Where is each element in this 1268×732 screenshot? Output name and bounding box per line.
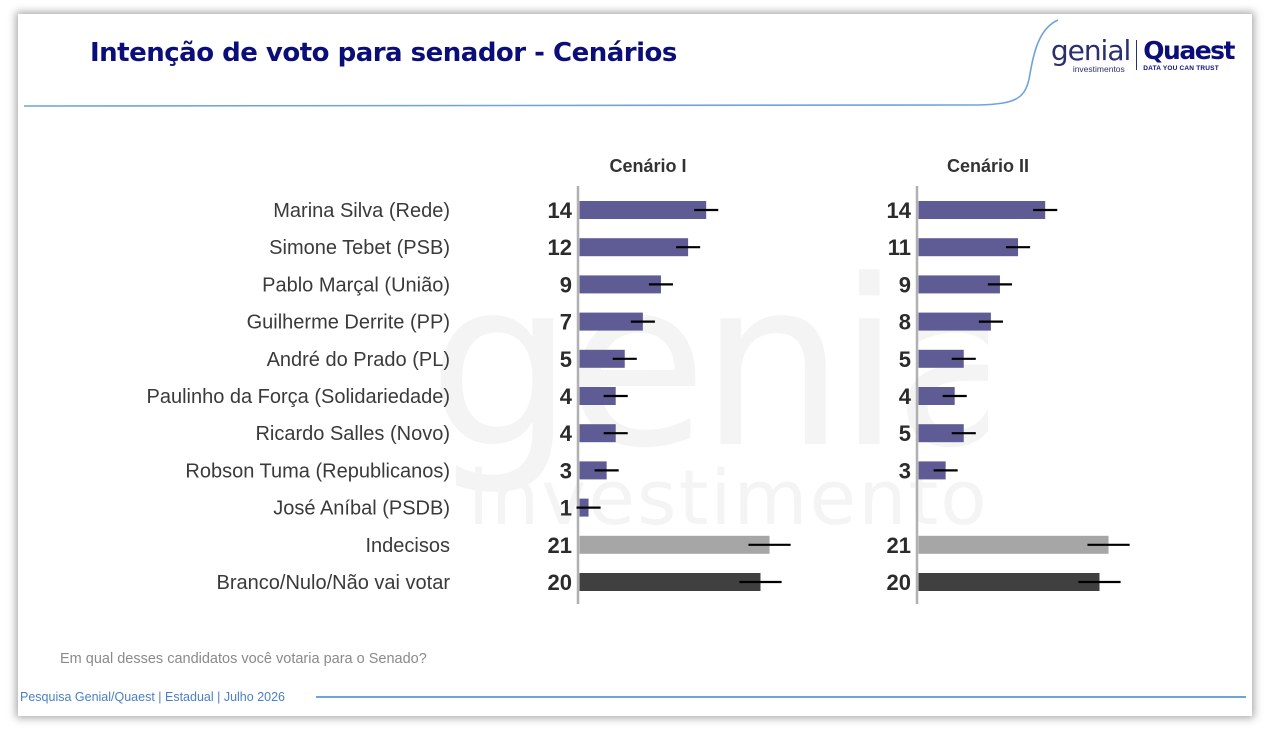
category-label: Ricardo Salles (Novo) <box>255 423 450 445</box>
scenario-header: Cenário II <box>947 156 1029 176</box>
category-label: José Aníbal (PSDB) <box>273 498 450 520</box>
footer-source: Pesquisa Genial/Quaest | Estadual | Julh… <box>20 690 285 704</box>
data-label: 8 <box>899 310 911 335</box>
bar <box>918 312 991 331</box>
data-label: 4 <box>560 384 573 409</box>
slide: Intenção de voto para senador - Cenários… <box>18 14 1252 716</box>
data-label: 4 <box>899 384 912 409</box>
category-label: Indecisos <box>366 535 451 557</box>
bar <box>579 312 643 331</box>
quaest-logo-sub: DATA YOU CAN TRUST <box>1143 65 1219 72</box>
data-label: 4 <box>560 421 573 446</box>
data-label: 7 <box>560 310 572 335</box>
category-label: Branco/Nulo/Não vai votar <box>217 572 451 594</box>
genial-logo: genial investimentos <box>1050 34 1131 75</box>
header-divider <box>23 19 1059 107</box>
scenario-header: Cenário I <box>609 156 686 176</box>
bar <box>579 387 616 405</box>
category-label: Paulinho da Força (Solidariedade) <box>146 386 450 408</box>
data-label: 14 <box>887 198 912 223</box>
genial-logo-sub: investimentos <box>1072 64 1125 74</box>
bar <box>918 201 1046 219</box>
data-label: 9 <box>899 272 911 297</box>
data-label: 9 <box>560 272 572 297</box>
bar <box>579 201 707 219</box>
bar <box>918 424 964 443</box>
bar <box>579 461 607 480</box>
logo-separator <box>1136 40 1138 70</box>
data-label: 14 <box>548 198 573 223</box>
data-label: 21 <box>548 533 572 558</box>
bar <box>579 424 616 443</box>
bar <box>918 535 1109 554</box>
quaest-logo: Quaest DATA YOU CAN TRUST <box>1143 36 1235 74</box>
quaest-logo-word: Quaest <box>1143 36 1235 65</box>
bar <box>579 573 761 591</box>
bar <box>579 349 625 368</box>
footer-divider <box>316 696 1246 698</box>
page-title: Intenção de voto para senador - Cenários <box>90 38 677 68</box>
bar <box>579 275 661 294</box>
bar <box>579 535 770 554</box>
data-label: 20 <box>548 570 572 595</box>
bar <box>918 461 946 480</box>
data-label: 5 <box>899 421 911 446</box>
data-label: 3 <box>899 458 911 483</box>
category-label: Marina Silva (Rede) <box>273 200 450 222</box>
bar <box>918 275 1000 294</box>
data-label: 12 <box>548 235 572 260</box>
brand-logo: genial investimentos Quaest DATA YOU CAN… <box>1050 34 1236 78</box>
category-label: Robson Tuma (Republicanos) <box>185 460 450 482</box>
data-label: 3 <box>560 458 572 483</box>
data-label: 21 <box>887 533 911 558</box>
genial-logo-word: genial <box>1050 34 1131 67</box>
bar-chart: Marina Silva (Rede) Simone Tebet (PSB) Pab… <box>146 156 1130 604</box>
data-label: 5 <box>899 347 911 372</box>
bar <box>918 349 964 368</box>
category-label: André do Prado (PL) <box>267 349 450 371</box>
bar <box>918 573 1100 591</box>
data-label: 5 <box>560 347 572 372</box>
watermark-word: genial <box>428 232 988 499</box>
category-label: Pablo Marçal (União) <box>262 274 450 296</box>
category-label: Guilherme Derrite (PP) <box>247 312 450 334</box>
category-label: Simone Tebet (PSB) <box>269 237 450 259</box>
genial-watermark: genial investimentos <box>428 232 988 542</box>
bar <box>579 238 689 257</box>
bar <box>918 387 955 405</box>
watermark-sub: investimentos <box>468 453 988 542</box>
data-label: 11 <box>888 235 911 260</box>
survey-question: Em qual desses candidatos você votaria p… <box>60 651 427 667</box>
data-label: 1 <box>560 496 572 521</box>
bar <box>918 238 1019 257</box>
data-label: 20 <box>887 570 911 595</box>
